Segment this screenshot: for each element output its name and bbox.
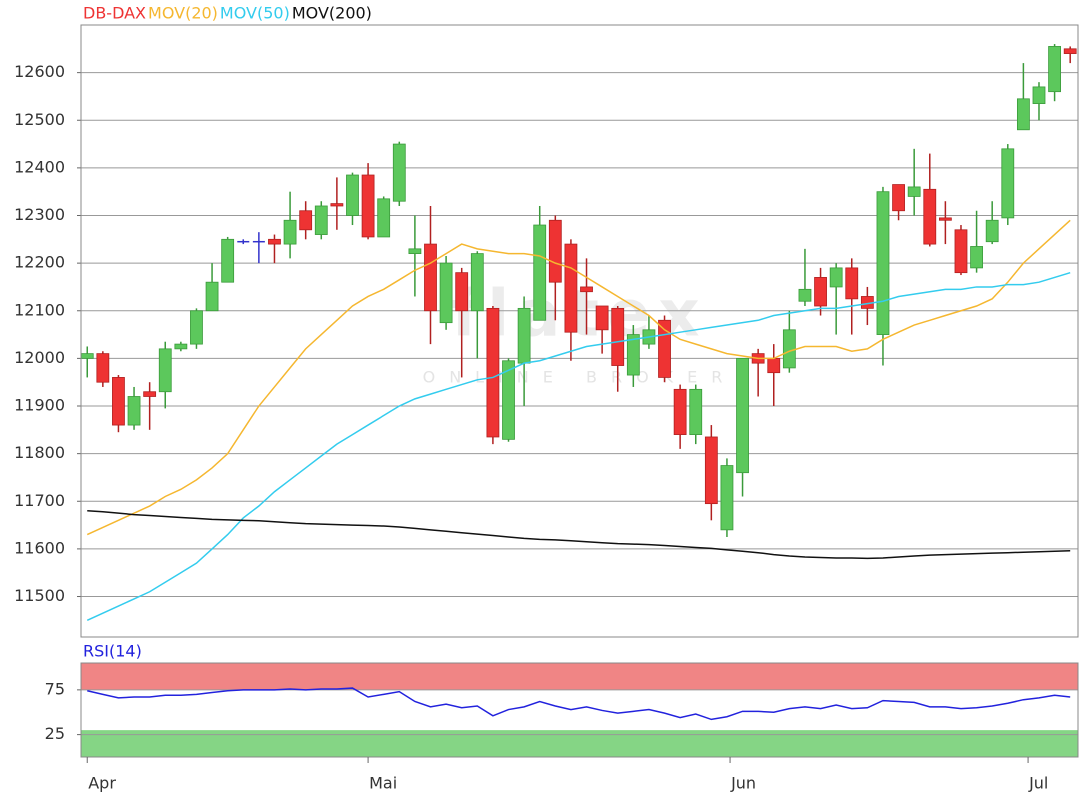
- candle-body: [673, 388, 687, 435]
- candle-body: [611, 307, 625, 366]
- candle-body: [408, 248, 422, 255]
- candle-body: [80, 353, 94, 359]
- y-tick-label: 12400: [14, 157, 65, 176]
- x-tick-label: Apr: [88, 774, 116, 793]
- candle-body: [767, 357, 781, 374]
- candle-body: [1001, 148, 1015, 219]
- plot-area: [81, 25, 1078, 637]
- y-tick-label: 12100: [14, 300, 65, 319]
- y-tick-label: 12200: [14, 253, 65, 272]
- candle-body: [361, 174, 375, 238]
- candle-body: [829, 267, 843, 288]
- candle-body: [190, 310, 203, 345]
- candle-body: [517, 307, 531, 364]
- candle-body: [1016, 98, 1030, 131]
- candle-body: [1048, 46, 1061, 93]
- candle-body: [439, 262, 453, 324]
- candle-body: [268, 238, 281, 245]
- candle-body: [1032, 86, 1046, 104]
- y-tick-label: 11800: [14, 443, 65, 462]
- legend-entry: MOV(20): [148, 4, 218, 23]
- candle-body: [580, 286, 593, 293]
- candle-body: [158, 348, 172, 393]
- candle-body: [533, 224, 547, 321]
- x-tick-label: Jun: [730, 774, 756, 793]
- candle-body: [502, 360, 515, 440]
- candle-body: [845, 267, 859, 300]
- series-line: [87, 510, 1071, 560]
- candle-body: [314, 205, 328, 235]
- y-tick-label: 12000: [14, 348, 65, 367]
- series-line: [86, 219, 1071, 536]
- candle-body: [486, 307, 500, 438]
- candle-body: [143, 391, 157, 397]
- candle-body: [548, 219, 562, 283]
- plot-frame: [80, 24, 1079, 638]
- y-tick-label: 12600: [14, 62, 65, 81]
- candle-body: [127, 396, 141, 426]
- candle-body: [377, 198, 391, 238]
- candle-body: [798, 288, 812, 302]
- candle-body: [923, 188, 937, 245]
- candle-body: [736, 357, 749, 474]
- candle-body: [174, 343, 188, 350]
- candle-body: [221, 238, 235, 283]
- candle-body: [283, 219, 297, 245]
- candle-body: [470, 253, 484, 312]
- candle-body: [455, 272, 469, 312]
- candle-body: [782, 329, 796, 369]
- candle-body: [970, 246, 983, 269]
- legend-entry: RSI(14): [83, 642, 142, 661]
- candle-body: [205, 281, 219, 312]
- candle-body: [985, 219, 999, 243]
- plot-frame: [80, 662, 1079, 758]
- candle-body: [564, 243, 578, 333]
- candle-body: [892, 184, 905, 212]
- candle-body: [814, 277, 827, 307]
- candle-body: [626, 334, 640, 376]
- legend-entry: DB-DAX: [83, 4, 146, 23]
- candle-body: [424, 243, 437, 312]
- candle-body: [720, 465, 734, 531]
- candle-body: [112, 377, 125, 426]
- candle-body: [330, 203, 344, 207]
- zone: [81, 663, 1078, 690]
- candle-body: [392, 143, 406, 202]
- candle-body: [704, 436, 718, 505]
- y-tick-label: 75: [45, 679, 65, 698]
- x-tick-label: Mai: [369, 774, 397, 793]
- candle-body: [1063, 48, 1077, 54]
- series-line: [87, 687, 1071, 721]
- candle-body: [876, 191, 890, 335]
- y-tick-label: 11900: [14, 396, 65, 415]
- candle-body: [689, 388, 703, 435]
- legend-entry: MOV(200): [292, 4, 372, 23]
- watermark-sub: ONLINE BROKER: [423, 368, 737, 387]
- candle-body: [346, 174, 359, 216]
- y-tick-label: 11700: [14, 491, 65, 510]
- y-tick-label: 11500: [14, 586, 65, 605]
- y-tick-label: 25: [45, 724, 65, 743]
- series-line: [86, 271, 1071, 622]
- candle-body: [938, 217, 952, 221]
- candle-body: [299, 210, 313, 231]
- candle-body: [595, 305, 609, 331]
- y-tick-label: 11600: [14, 538, 65, 557]
- legend-entry: MOV(50): [220, 4, 290, 23]
- y-tick-label: 12300: [14, 205, 65, 224]
- candle-body: [907, 186, 921, 197]
- y-tick-label: 12500: [14, 110, 65, 129]
- candle-body: [954, 229, 968, 274]
- x-tick-label: Jul: [1028, 774, 1048, 793]
- candle-body: [96, 353, 110, 383]
